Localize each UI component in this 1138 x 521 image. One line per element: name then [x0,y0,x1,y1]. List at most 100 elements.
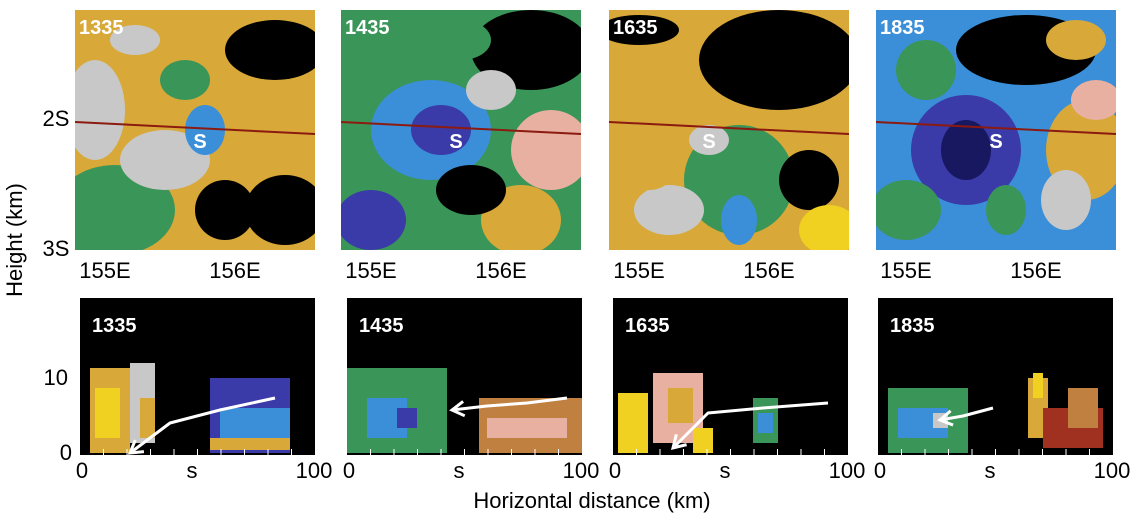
panel-time: 1835 [880,17,925,39]
map-region [689,125,729,155]
distance-tick: 100 [1094,458,1131,483]
map-region [1041,170,1091,230]
storm-marker: S [702,131,715,153]
map-region [75,60,125,160]
distance-tick: 100 [296,458,333,483]
section-region [467,393,479,453]
section-region [487,418,567,438]
flow-arrow [129,396,276,455]
map-field [341,10,581,250]
panel-time: 1835 [890,315,935,337]
distance-tick: 100 [563,458,600,483]
section-region [693,428,713,453]
lat-tick: 2S [43,106,70,131]
map-region [160,60,210,100]
flow-arrow [939,406,994,422]
section-region [758,413,773,433]
section-region [220,408,290,438]
lon-tick: 155E [79,258,130,283]
map-field [75,10,315,250]
lon-tick: 156E [209,258,260,283]
section-region [140,398,155,438]
panel-time: 1635 [625,315,670,337]
lon-tick: 156E [1010,258,1061,283]
map-region [75,220,115,250]
distance-tick: 0 [343,458,355,483]
distance-tick: s [187,458,198,483]
distance-tick: 0 [609,458,621,483]
map-region [120,130,210,190]
cross-section-line [75,121,315,135]
distance-tick: s [985,458,996,483]
map-region [341,190,406,250]
map-region [619,130,679,190]
lon-tick: 156E [743,258,794,283]
map-region [1071,80,1116,120]
section-panel: 1635 0 s 100 [609,298,865,483]
map-region [411,105,471,155]
map-panel: 1435 S 155E 156E [341,10,581,283]
lon-tick: 155E [613,258,664,283]
storm-marker: S [989,131,1002,153]
map-panel: 1635 S 155E 156E [609,10,849,283]
map-region [346,60,396,100]
map-region [110,25,160,55]
distance-tick: 0 [874,458,886,483]
section-region [1068,388,1098,428]
lon-tick: 155E [345,258,396,283]
section-region [668,388,693,423]
distance-tick: 0 [76,458,88,483]
map-region [941,120,991,180]
storm-marker: S [193,131,206,153]
lon-tick: 155E [880,258,931,283]
map-field [609,10,849,250]
map-region [431,20,491,60]
map-region [436,165,506,215]
arrow-head [449,400,466,418]
panel-time: 1435 [359,315,404,337]
arrow-head [937,409,954,427]
map-region [466,70,516,110]
map-region [471,10,581,90]
map-panel: 1835 S 155E 156E [876,10,1116,283]
map-region [245,175,315,245]
map-region [876,180,941,240]
storm-marker: S [449,131,462,153]
section-background [613,298,848,455]
cross-section-line [341,121,581,135]
map-region [195,180,255,240]
section-region [210,438,290,450]
map-region [986,185,1026,235]
distance-tick: s [720,458,731,483]
map-region [699,10,849,110]
flow-arrow [671,401,829,450]
map-region [896,40,956,100]
section-region [1033,373,1043,398]
map-region [185,105,225,155]
panel-time: 1635 [613,17,658,39]
height-tick: 10 [44,365,68,390]
height-tick: 0 [60,440,72,465]
distance-tick: 100 [829,458,866,483]
arrow-head [670,434,687,451]
map-region [634,185,704,235]
map-region [225,20,315,80]
arrow-head [127,439,145,455]
map-region [1046,20,1106,60]
section-panel: 1435 0 s 100 [343,298,599,483]
section-region [95,388,120,438]
lat-tick: 3S [43,236,70,261]
section-region [618,393,648,453]
map-region [779,150,839,210]
map-panel: 1335 S 155E 156E [75,10,315,283]
panel-time: 1335 [92,315,137,337]
section-panel: 1835 0 s 100 [874,298,1130,483]
x-axis-label: Horizontal distance (km) [473,488,710,513]
section-region [397,408,417,428]
map-region [721,195,757,245]
cross-section-line [876,121,1116,135]
map-region [799,205,849,250]
map-field [876,10,1116,250]
map-region [609,15,679,45]
